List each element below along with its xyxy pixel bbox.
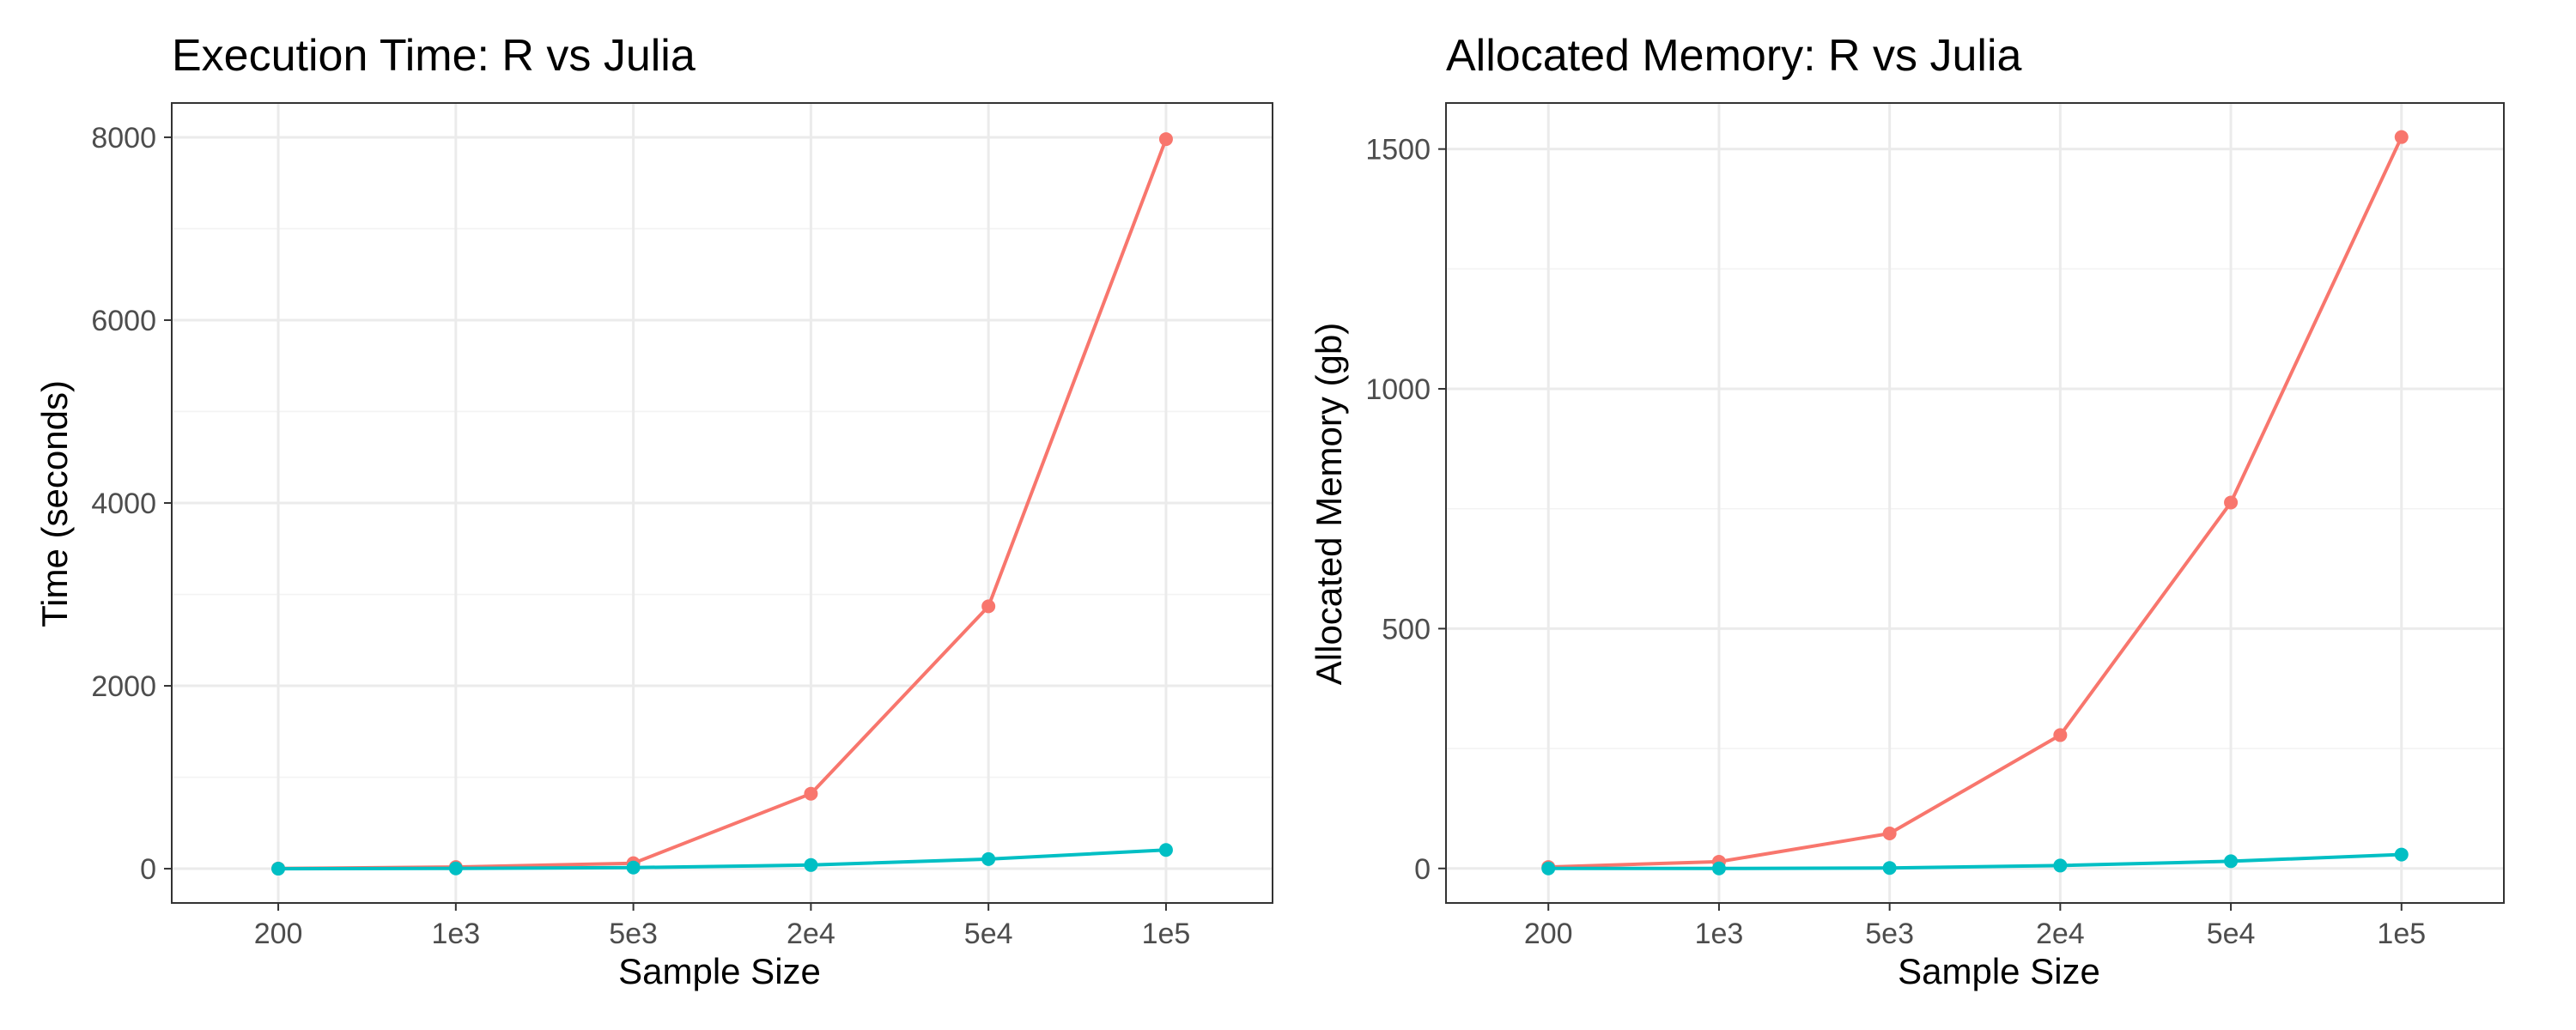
series-layer (1541, 130, 2409, 876)
data-point (981, 851, 996, 866)
series-layer (271, 132, 1173, 876)
grid (172, 103, 1273, 903)
x-tick-label: 200 (1524, 918, 1573, 950)
data-point (2224, 854, 2239, 869)
y-tick-label: 2000 (91, 670, 156, 703)
x-tick-label: 2e4 (2036, 918, 2085, 950)
data-point (1158, 132, 1173, 147)
y-tick-label: 6000 (91, 305, 156, 337)
data-point (1882, 826, 1897, 840)
x-axis-title: Sample Size (1898, 951, 2100, 991)
data-point (804, 857, 818, 872)
x-tick-label: 1e3 (1695, 918, 1744, 950)
y-tick-label: 0 (1414, 853, 1431, 886)
data-point (1541, 861, 1556, 876)
y-axis-title: Allocated Memory (gb) (1309, 323, 1349, 685)
x-tick-label: 5e3 (1865, 918, 1914, 950)
data-point (981, 599, 996, 614)
data-point (2394, 130, 2409, 144)
y-tick-label: 1000 (1365, 373, 1431, 406)
data-point (1158, 843, 1173, 857)
data-point (2053, 858, 2068, 873)
panel-border (1445, 102, 2505, 904)
data-point (804, 786, 818, 801)
x-tick-label: 1e5 (2377, 918, 2426, 950)
data-point (1711, 861, 1726, 876)
x-tick-label: 5e3 (609, 918, 658, 950)
y-tick-label: 4000 (91, 488, 156, 520)
series-line-2 (1548, 852, 2402, 870)
y-tick-label: 0 (140, 853, 156, 886)
data-point (626, 860, 641, 875)
allocated-memory-chart: Allocated Memory: R vs Julia Sample Size… (1309, 31, 2505, 991)
x-tick-label: 5e4 (2207, 918, 2256, 950)
x-tick-label: 1e5 (1142, 918, 1191, 950)
y-tick-label: 8000 (91, 122, 156, 154)
x-tick-label: 5e4 (964, 918, 1013, 950)
execution-time-chart: Execution Time: R vs Julia Sample Size T… (34, 31, 1273, 991)
grid (1446, 103, 2504, 903)
series-line-1 (1548, 136, 2403, 869)
x-axis-title: Sample Size (618, 951, 821, 991)
data-point (448, 861, 463, 876)
data-point (2224, 495, 2239, 510)
chart-title: Execution Time: R vs Julia (172, 31, 696, 81)
x-tick-label: 200 (254, 918, 303, 950)
x-tick-label: 2e4 (787, 918, 835, 950)
y-axis-title: Time (seconds) (34, 380, 75, 627)
data-point (2394, 847, 2409, 862)
y-tick-label: 500 (1382, 613, 1431, 645)
chart-title: Allocated Memory: R vs Julia (1446, 31, 2022, 81)
series-line-2 (278, 848, 1167, 871)
data-point (2053, 728, 2068, 742)
x-tick-label: 1e3 (431, 918, 480, 950)
y-tick-label: 1500 (1365, 134, 1431, 167)
data-point (1882, 861, 1897, 876)
data-point (271, 862, 286, 876)
